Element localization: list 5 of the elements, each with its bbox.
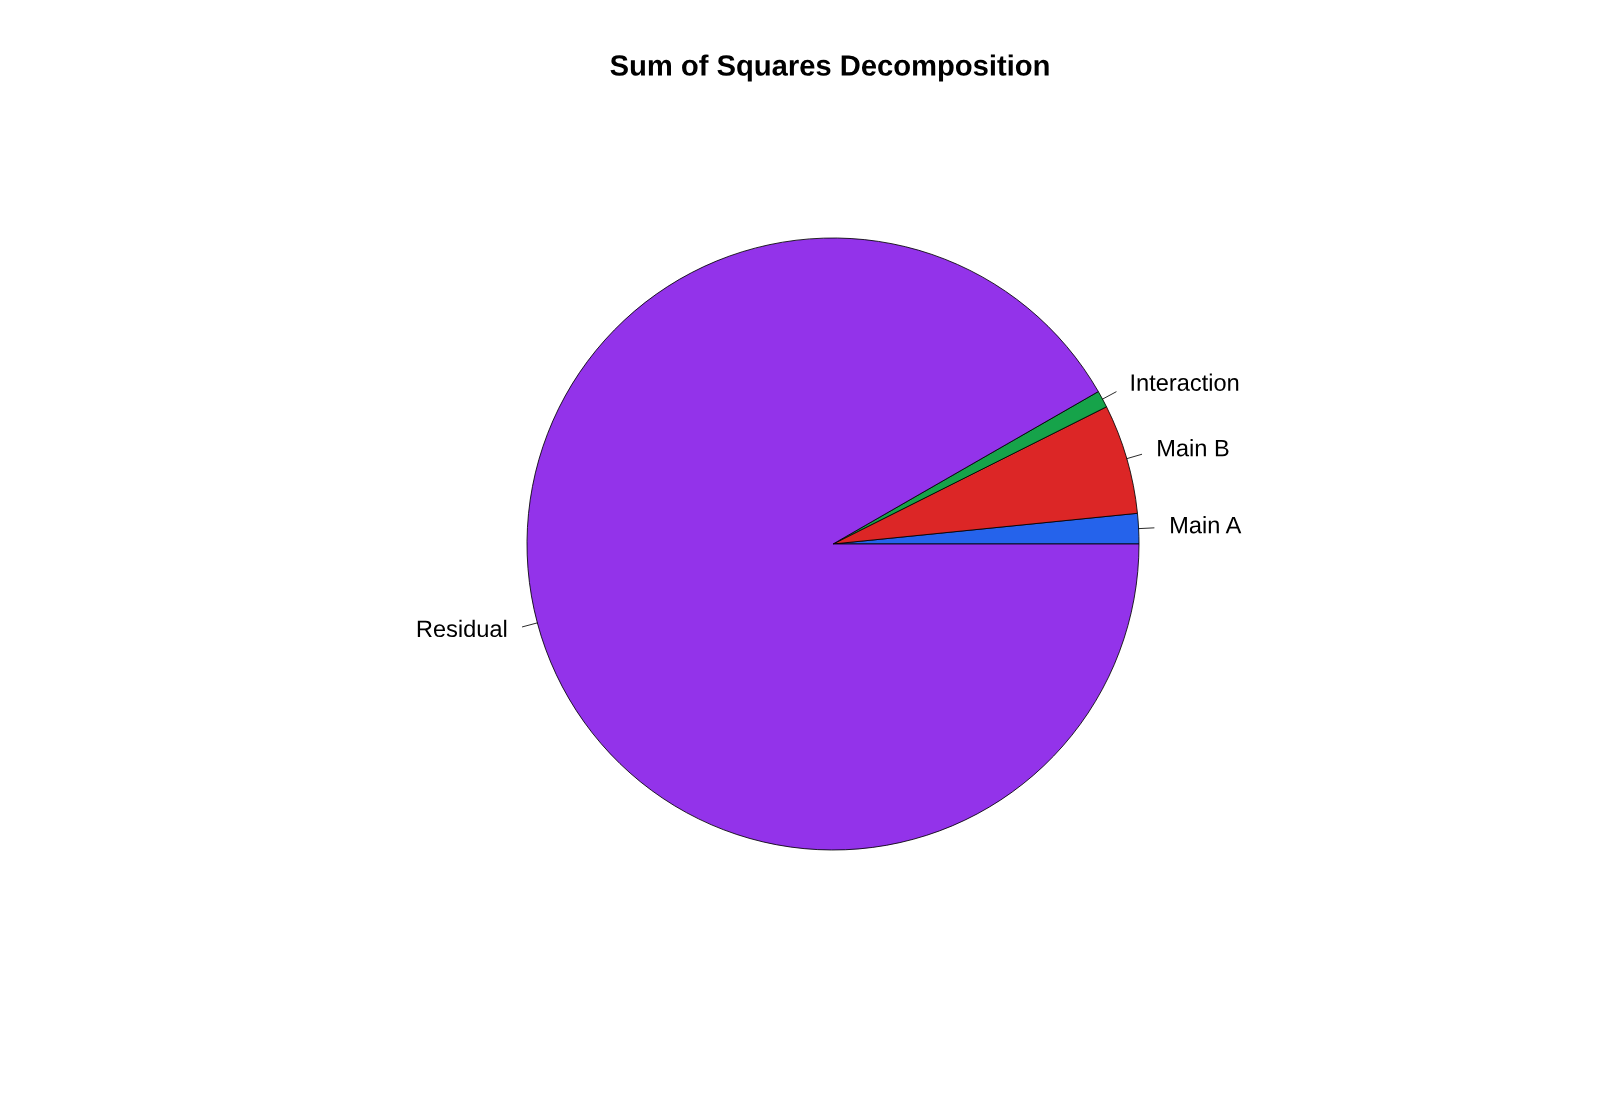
- slice-label: Main B: [1158, 439, 1229, 457]
- slice-label: Main A: [1171, 516, 1242, 534]
- slice-label: Residual: [417, 619, 507, 638]
- chart-title: Sum of Squares Decomposition: [610, 54, 1049, 82]
- slice-label: Interaction: [1131, 373, 1239, 391]
